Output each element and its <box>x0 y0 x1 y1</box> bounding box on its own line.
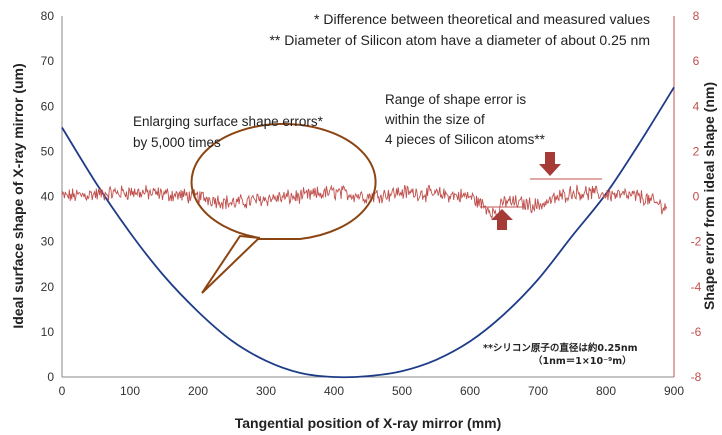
speech-bubble-outline <box>190 122 377 294</box>
y-left-tick-label: 60 <box>41 99 55 113</box>
callout-right-line-1: Range of shape error is <box>385 92 526 107</box>
series-ideal-shape-line <box>61 86 675 379</box>
y-right-tick-label: -4 <box>691 280 702 294</box>
x-tick-label: 500 <box>392 384 412 398</box>
jp-note-line-1: **シリコン原子の直径は約0.25nm <box>483 342 638 354</box>
y-left-tick-label: 30 <box>41 235 55 249</box>
y-left-tick-label: 70 <box>41 54 55 68</box>
callout-left-line-1: Enlarging surface shape errors* <box>133 114 324 129</box>
footnote-difference: * Difference between theoretical and mea… <box>314 11 650 27</box>
x-tick-label: 200 <box>188 384 208 398</box>
y-left-axis-title: Ideal surface shape of X-ray mirror (um) <box>10 63 26 328</box>
jp-note-line-2: （1nm＝1×10⁻⁹m） <box>533 355 632 367</box>
y-right-tick-label: 6 <box>693 54 700 68</box>
y-right-tick-label: 4 <box>693 99 700 113</box>
callout-right-line-3: 4 pieces of Silicon atoms** <box>385 132 546 147</box>
y-left-tick-label: 20 <box>41 280 55 294</box>
x-tick-label: 900 <box>664 384 684 398</box>
x-tick-label: 600 <box>460 384 480 398</box>
y-right-tick-label: 8 <box>693 9 700 23</box>
arrow-down-icon <box>539 152 561 176</box>
y-right-tick-label: -2 <box>691 235 702 249</box>
x-tick-label: 700 <box>528 384 548 398</box>
y-left-tick-labels: 0 10 20 30 40 50 60 70 80 <box>41 9 55 384</box>
footnote-silicon-diameter: ** Diameter of Silicon atom have a diame… <box>269 32 650 48</box>
x-tick-label: 0 <box>59 384 66 398</box>
x-tick-label: 800 <box>596 384 616 398</box>
x-tick-labels: 0 100 200 300 400 500 600 700 800 900 <box>59 384 685 398</box>
y-right-axis-title: Shape error from ideal shape (nm) <box>701 82 717 310</box>
y-left-tick-label: 40 <box>41 190 55 204</box>
y-right-tick-label: -6 <box>691 325 702 339</box>
y-left-tick-label: 80 <box>41 9 55 23</box>
callout-left-line-2: by 5,000 times <box>133 135 221 150</box>
arrow-up-icon <box>491 209 513 230</box>
y-left-tick-label: 50 <box>41 144 55 158</box>
x-tick-label: 400 <box>324 384 344 398</box>
series-shape-error-line <box>61 184 668 219</box>
y-right-tick-label: 0 <box>693 190 700 204</box>
y-right-tick-labels: -8 -6 -4 -2 0 2 4 6 8 <box>691 9 702 384</box>
x-tick-label: 100 <box>120 384 140 398</box>
x-axis-title: Tangential position of X-ray mirror (mm) <box>235 415 502 431</box>
y-right-tick-label: -8 <box>691 370 702 384</box>
y-left-tick-label: 0 <box>47 370 54 384</box>
x-tick-label: 300 <box>256 384 276 398</box>
y-right-tick-label: 2 <box>693 144 700 158</box>
callout-right-line-2: within the size of <box>384 112 485 127</box>
y-left-tick-label: 10 <box>41 325 55 339</box>
